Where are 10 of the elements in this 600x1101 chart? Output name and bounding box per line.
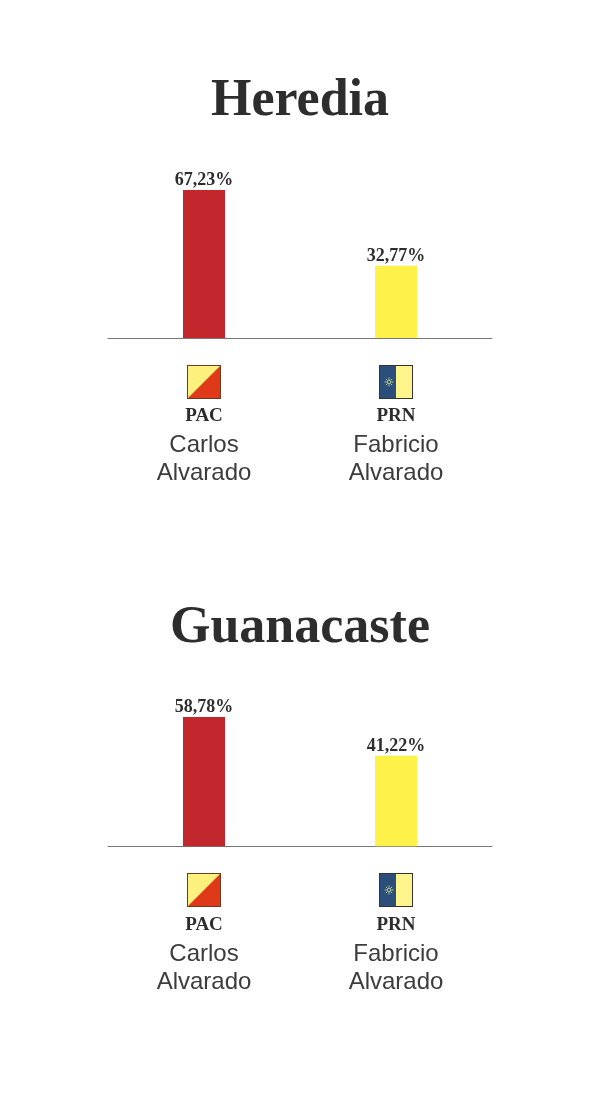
- x-tick-label: PRN Fabricio Alvarado: [348, 404, 444, 486]
- data-label: 41,22%: [366, 734, 426, 755]
- x-tick-label: PAC Carlos Alvarado: [156, 912, 252, 994]
- data-label: 58,78%: [174, 695, 234, 716]
- chart-title: Guanacaste: [170, 595, 430, 653]
- chart-title: Heredia: [210, 68, 390, 126]
- data-label: 32,77%: [366, 244, 426, 265]
- x-tick-label: PAC Carlos Alvarado: [156, 404, 252, 486]
- data-label: 67,23%: [174, 169, 234, 189]
- x-tick-label: PRN Fabricio Alvarado: [348, 912, 444, 994]
